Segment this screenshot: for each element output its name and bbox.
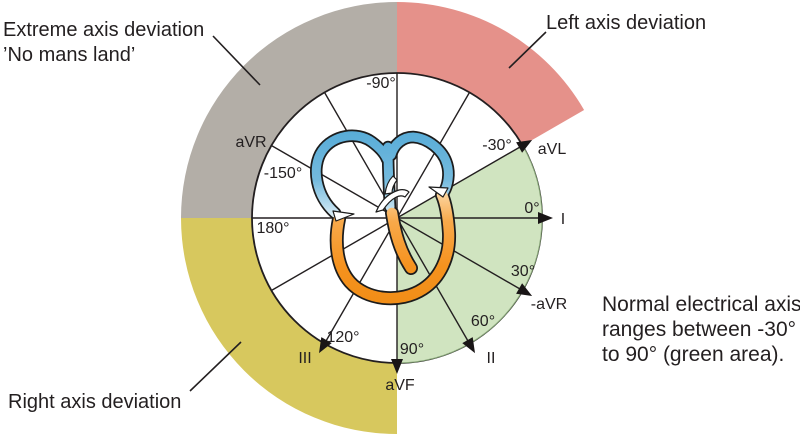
valve-left xyxy=(332,210,355,222)
lead-arrowheads xyxy=(319,140,553,374)
left-leader-line xyxy=(508,31,547,69)
angle-label-neg90: -90° xyxy=(366,75,396,92)
left-axis-annotation: Left axis deviation xyxy=(546,12,707,34)
lead-label-avl: aVL xyxy=(537,141,567,158)
left-axis-deviation-region xyxy=(397,1,585,146)
lead-label-neg-avr: -aVR xyxy=(530,296,568,313)
normal-axis-note-line2: ranges between -30° xyxy=(602,318,797,341)
angle-label-60: 60° xyxy=(470,313,496,330)
extreme-axis-annotation: Extreme axis deviation ’No mans land’ xyxy=(3,18,204,68)
lead-label-i: I xyxy=(560,211,566,228)
heart-valves xyxy=(332,175,449,222)
arrow-lead-i xyxy=(538,212,553,224)
leader-lines xyxy=(189,31,547,392)
extreme-axis-annotation-line1: Extreme axis deviation xyxy=(3,19,205,41)
angle-label-30: 30° xyxy=(510,263,536,280)
angle-label-180: 180° xyxy=(256,220,290,237)
right-axis-annotation: Right axis deviation xyxy=(8,391,182,413)
lead-label-iii: III xyxy=(298,350,312,367)
right-leader-line xyxy=(189,341,242,392)
angle-label-0: 0° xyxy=(524,200,540,217)
extreme-axis-annotation-line2: ’No mans land’ xyxy=(3,44,136,66)
heart-ventricles xyxy=(331,189,455,304)
extreme-leader-line xyxy=(212,35,261,86)
valve-right xyxy=(428,186,449,198)
arrow-lead-ii xyxy=(462,337,475,354)
valve-center-swoosh xyxy=(375,189,410,213)
arrow-lead-iii xyxy=(319,337,332,354)
arrow-lead-neg-avr xyxy=(516,283,533,296)
lead-label-avf: aVF xyxy=(385,377,415,394)
normal-axis-note: Normal electrical axis ranges between -3… xyxy=(602,292,800,367)
extreme-axis-deviation-region xyxy=(181,2,397,218)
angle-label-90: 90° xyxy=(399,341,425,358)
arrow-lead-avf xyxy=(391,359,403,374)
lead-label-avr: aVR xyxy=(235,134,267,151)
normal-axis-note-line1: Normal electrical axis xyxy=(602,293,800,316)
angle-label-neg150: -150° xyxy=(263,165,303,182)
valve-center-blade xyxy=(384,175,398,195)
angle-label-120: 120° xyxy=(326,329,360,346)
arrow-lead-avl xyxy=(516,140,533,153)
normal-axis-note-line3: to 90° (green area). xyxy=(602,343,785,366)
lead-label-ii: II xyxy=(486,350,496,367)
angle-label-neg30: -30° xyxy=(482,137,512,154)
right-axis-deviation-region xyxy=(181,218,397,434)
heart-illustration xyxy=(310,129,457,306)
